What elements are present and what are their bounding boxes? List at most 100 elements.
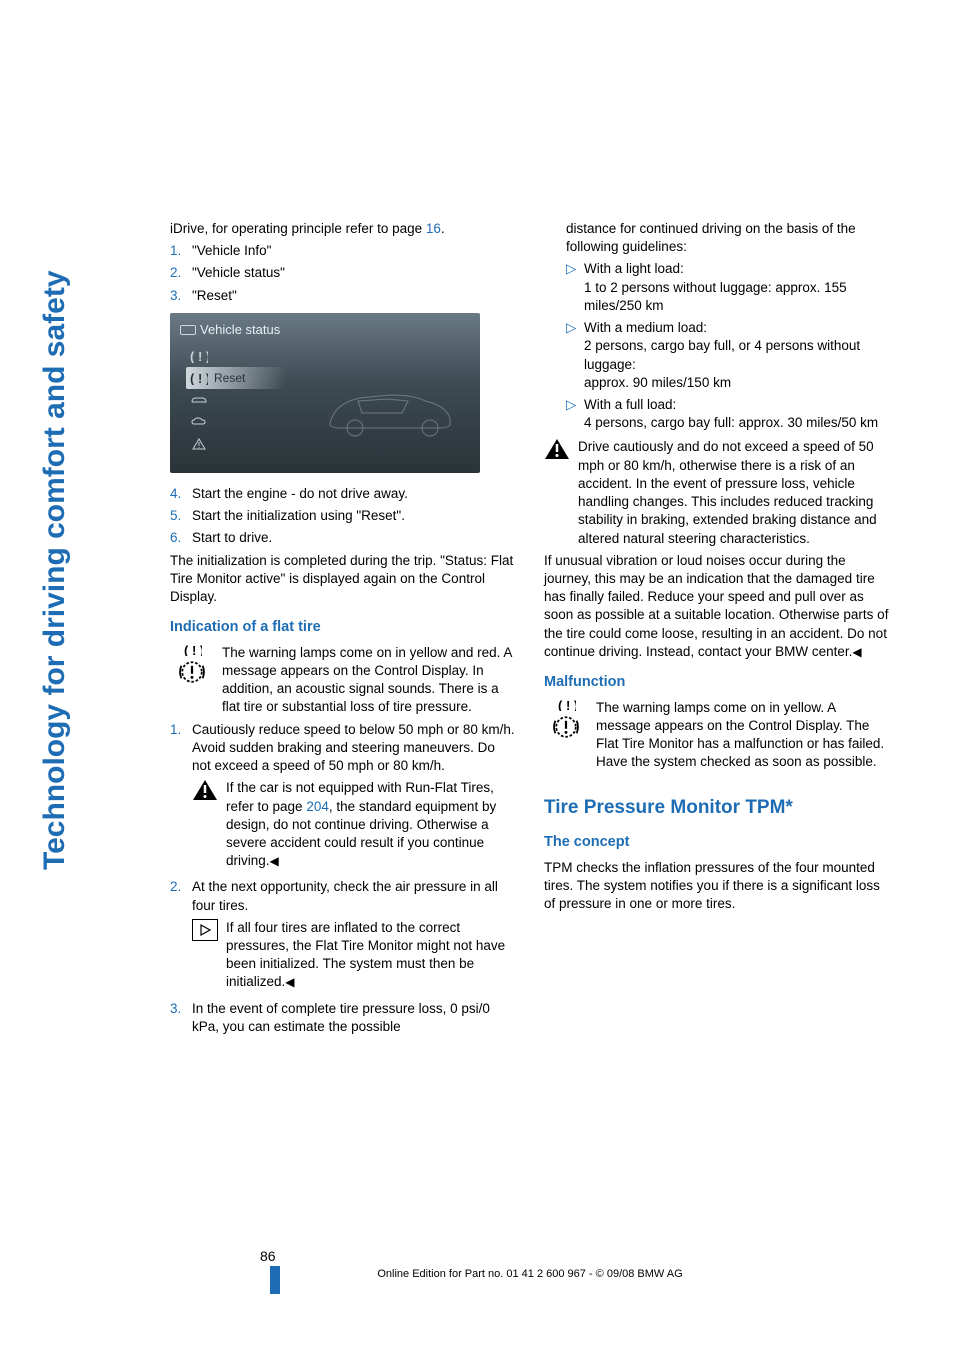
menu-item [186,411,286,433]
sidebar: Technology for driving comfort and safet… [28,200,78,900]
list-item: 3.In the event of complete tire pressure… [170,1000,516,1036]
bullet-body: 2 persons, cargo bay full, or 4 persons … [584,338,860,389]
continuation-text: distance for continued driving on the ba… [544,220,890,256]
warning-text: Drive cautiously and do not exceed a spe… [578,438,890,547]
nested-warning: If the car is not equipped with Run-Flat… [170,779,516,870]
menu-item-selected: ( ! ) Reset [186,367,286,389]
warning-icon [190,437,208,451]
text: The warning lamps come on in yellow and … [222,645,512,715]
bullet-icon: ▷ [566,396,584,432]
bullet-head: With a medium load: [584,320,707,335]
step-text: "Vehicle Info" [192,242,271,260]
tire-small-icon: ( ! ) [190,349,208,363]
menu-item [186,389,286,411]
page-link-204[interactable]: 204 [306,799,329,814]
bullet-head: With a light load: [584,261,684,276]
screenshot-menu: ( ! ) ( ! ) Reset [186,345,286,455]
step-text: "Reset" [192,287,237,305]
list-item: 6.Start to drive. [170,529,516,547]
car-icon [190,393,208,407]
car-ghost-icon [320,373,460,443]
bullet-body: 1 to 2 persons without luggage: approx. … [584,280,847,313]
warning-triangle-icon [192,779,218,801]
right-column: distance for continued driving on the ba… [544,220,890,1040]
sidebar-title: Technology for driving comfort and safet… [38,270,72,870]
menu-item [186,433,286,455]
step-number: 3. [170,1000,192,1036]
list-item: 5.Start the initialization using "Reset"… [170,507,516,525]
icon-paragraph: ( ! ) The warning lamps come on in yello… [544,699,890,772]
heading-tpm: Tire Pressure Monitor TPM* [544,795,890,821]
malfunction-text: The warning lamps come on in yellow. A m… [596,699,890,772]
svg-text:( ! ): ( ! ) [184,644,202,656]
end-mark-icon: ◀ [285,975,294,989]
warning-text: If the car is not equipped with Run-Flat… [226,779,516,870]
list-item: 3."Reset" [170,287,516,305]
step-text: Start the engine - do not drive away. [192,485,408,503]
icon-paragraph: ( ! ) The warning lamps come on in yello… [170,644,516,717]
list-item: 1.Cautiously reduce speed to below 50 mp… [170,721,516,776]
intro-line: iDrive, for operating principle refer to… [170,220,516,238]
screenshot-title: Vehicle status [200,322,280,337]
step-text: Start to drive. [192,529,272,547]
warning-icon-stack: ( ! ) [170,644,214,686]
step-text: At the next opportunity, check the air p… [192,878,516,914]
car-icon [180,325,196,335]
step-text: Start the initialization using "Reset". [192,507,405,525]
bullet-list: ▷ With a light load: 1 to 2 persons witho… [544,260,890,432]
tire-icon [550,713,582,741]
page-link-16[interactable]: 16 [426,221,441,236]
tire-icon [176,658,208,686]
reset-label: Reset [214,370,245,386]
list-item: ▷ With a full load: 4 persons, cargo bay … [566,396,890,432]
list-item: 2."Vehicle status" [170,264,516,282]
cloud-icon [190,415,208,429]
step-number: 1. [170,721,192,776]
page-number: 86 [260,1248,890,1264]
footer: 86 Online Edition for Part no. 01 41 2 6… [170,1248,890,1280]
heading-concept: The concept [544,833,890,853]
tire-small-icon: ( ! ) [190,371,208,385]
step-number: 4. [170,485,192,503]
tip-icon [192,919,218,941]
intro-end: . [441,221,445,236]
warning-icon-stack: ( ! ) [544,699,588,741]
main-content: iDrive, for operating principle refer to… [170,220,890,1040]
intro-text: iDrive, for operating principle refer to… [170,221,426,236]
exclaim-icon: ( ! ) [182,644,202,656]
list-item: 4.Start the engine - do not drive away. [170,485,516,503]
tip-text: If all four tires are inflated to the co… [226,919,516,992]
warning-triangle-icon [544,438,570,460]
step-number: 1. [170,242,192,260]
step-number: 2. [170,878,192,914]
paragraph: The initialization is completed during t… [170,552,516,607]
warning-paragraph: Drive cautiously and do not exceed a spe… [544,438,890,547]
bullet-head: With a full load: [584,397,676,412]
warning-continued: If unusual vibration or loud noises occu… [544,552,890,661]
step-number: 5. [170,507,192,525]
bullet-body: 4 persons, cargo bay full: approx. 30 mi… [584,415,878,430]
heading-malfunction: Malfunction [544,673,890,693]
list-item: 2.At the next opportunity, check the air… [170,878,516,914]
footer-accent-bar [270,1266,280,1294]
list-item: ▷ With a medium load: 2 persons, cargo ba… [566,319,890,392]
step-number: 3. [170,287,192,305]
exclaim-icon: ( ! ) [556,699,576,711]
bullet-icon: ▷ [566,319,584,392]
heading-indication: Indication of a flat tire [170,618,516,638]
indication-text: The warning lamps come on in yellow and … [222,644,516,717]
step-text: Cautiously reduce speed to below 50 mph … [192,721,516,776]
idrive-screenshot: Vehicle status ( ! ) ( ! ) Reset [170,313,480,473]
step-number: 6. [170,529,192,547]
svg-text:( ! ): ( ! ) [190,349,208,363]
list-item: 1."Vehicle Info" [170,242,516,260]
step-text: "Vehicle status" [192,264,285,282]
svg-text:( ! ): ( ! ) [558,699,576,711]
end-mark-icon: ◀ [852,645,861,659]
end-mark-icon: ◀ [270,854,279,868]
nested-tip: If all four tires are inflated to the co… [170,919,516,992]
step-number: 2. [170,264,192,282]
list-item: ▷ With a light load:1 to 2 persons witho… [566,260,890,315]
menu-item: ( ! ) [186,345,286,367]
concept-text: TPM checks the inflation pressures of th… [544,859,890,914]
